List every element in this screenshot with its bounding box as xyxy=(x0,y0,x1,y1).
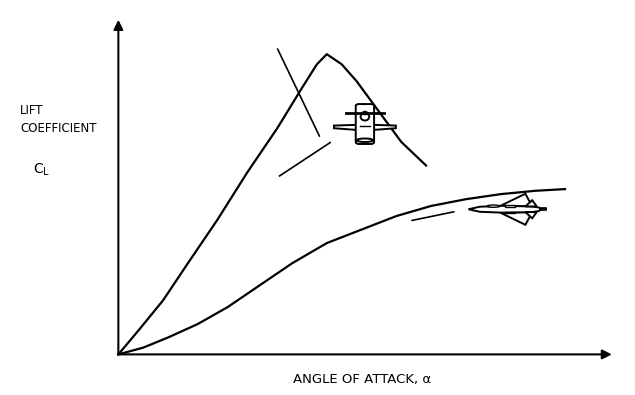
FancyBboxPatch shape xyxy=(505,205,515,207)
Polygon shape xyxy=(525,200,537,207)
FancyBboxPatch shape xyxy=(356,104,374,144)
Ellipse shape xyxy=(361,113,369,120)
Ellipse shape xyxy=(487,205,500,207)
Polygon shape xyxy=(371,125,396,130)
Polygon shape xyxy=(500,212,532,225)
Polygon shape xyxy=(525,212,537,218)
Polygon shape xyxy=(469,206,541,213)
FancyBboxPatch shape xyxy=(505,212,515,213)
Circle shape xyxy=(363,112,367,115)
Text: LIFT
COEFFICIENT: LIFT COEFFICIENT xyxy=(20,103,97,135)
Text: C$_\mathrm{L}$: C$_\mathrm{L}$ xyxy=(33,162,50,178)
Polygon shape xyxy=(334,125,359,130)
Ellipse shape xyxy=(357,139,373,142)
Polygon shape xyxy=(500,194,532,207)
Text: ANGLE OF ATTACK, α: ANGLE OF ATTACK, α xyxy=(293,373,431,386)
